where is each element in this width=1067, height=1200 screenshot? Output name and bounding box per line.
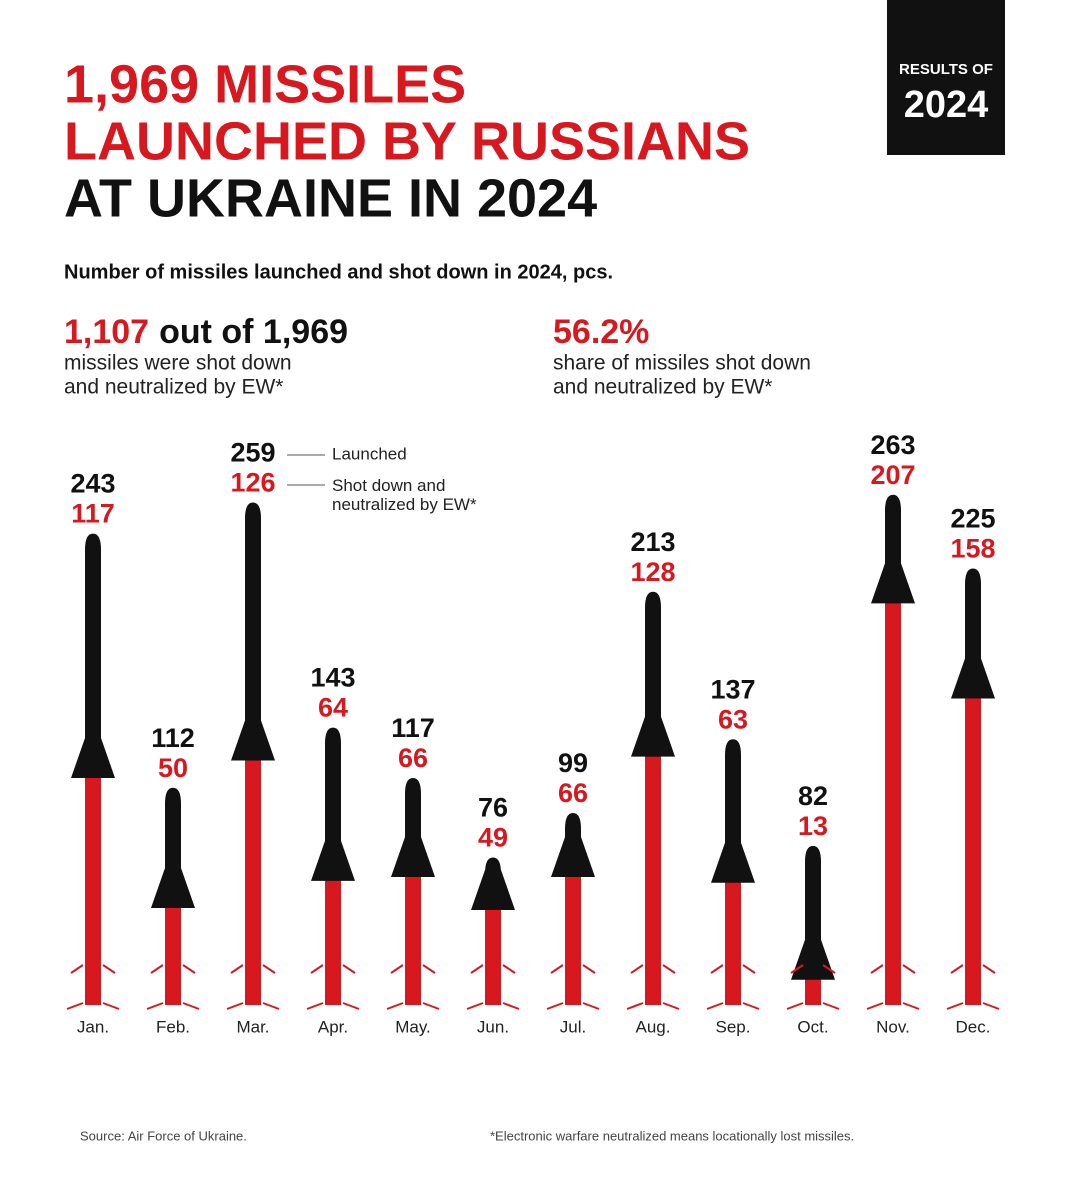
launched-label: 82 <box>798 781 828 811</box>
month-label: Sep. <box>716 1017 751 1036</box>
fin <box>71 738 115 779</box>
shot-down-label: 126 <box>230 468 275 498</box>
shot-down-label: 207 <box>870 460 915 490</box>
fin <box>711 842 755 883</box>
fin <box>471 869 515 910</box>
badge-top: RESULTS OF <box>899 61 993 78</box>
month-label: Feb. <box>156 1017 190 1036</box>
launched-label: 143 <box>310 663 355 693</box>
badge-box <box>887 0 1005 155</box>
tail-fin <box>786 964 840 1010</box>
shot-down-part <box>565 876 581 1005</box>
shot-down-label: 128 <box>630 557 675 587</box>
stat-text: and neutralized by EW* <box>64 376 283 399</box>
month-label: Jul. <box>560 1017 586 1036</box>
shot-down-part <box>165 908 181 1005</box>
month-label: Jun. <box>477 1017 509 1036</box>
launched-label: 112 <box>151 723 195 753</box>
title-line: 1,969 MISSILES <box>64 54 466 114</box>
tail-fin <box>866 964 920 1010</box>
stat-text: share of missiles shot down <box>553 352 811 375</box>
shot-down-label: 50 <box>158 753 188 783</box>
fin <box>311 840 355 881</box>
fin <box>151 868 195 908</box>
stat-highlight: 1,107 <box>64 313 149 351</box>
footnote: *Electronic warfare neutralized means lo… <box>490 1128 854 1143</box>
tail-fin <box>386 964 440 1010</box>
legend-label: Shot down and neutralized by EW* <box>332 476 477 514</box>
launched-label: 99 <box>558 748 588 778</box>
stat-headline: 1,107 out of 1,969 <box>64 313 348 351</box>
launched-label: 76 <box>478 793 508 823</box>
launched-label: 263 <box>870 430 915 460</box>
title-line: AT UKRAINE IN 2024 <box>64 168 597 228</box>
tail-fin <box>306 964 360 1010</box>
fin <box>631 716 675 757</box>
shot-down-part <box>805 979 821 1005</box>
fin <box>231 720 275 761</box>
tail-fin <box>626 964 680 1010</box>
fin <box>951 658 995 699</box>
fin <box>791 939 835 980</box>
shot-down-part <box>965 698 981 1005</box>
launched-label: 225 <box>950 504 995 534</box>
shot-down-label: 158 <box>950 534 995 564</box>
launched-label: 259 <box>230 438 275 468</box>
legend-label: Launched <box>332 444 407 463</box>
launched-label: 213 <box>630 527 675 557</box>
fin <box>871 563 915 604</box>
month-label: Nov. <box>876 1017 910 1036</box>
shot-down-part <box>485 909 501 1005</box>
tail-fin <box>706 964 760 1010</box>
month-label: Apr. <box>318 1017 348 1036</box>
fin <box>391 836 435 877</box>
fin <box>551 836 595 877</box>
tail-fin <box>226 964 280 1010</box>
tail-fin <box>146 964 200 1010</box>
shot-down-part <box>405 876 421 1005</box>
title-line: LAUNCHED BY RUSSIANS <box>64 111 750 171</box>
shot-down-part <box>85 778 101 1005</box>
launched-label: 243 <box>70 469 115 499</box>
tail-fin <box>546 964 600 1010</box>
shot-down-label: 66 <box>398 743 428 773</box>
shot-down-label: 64 <box>318 693 348 723</box>
month-label: Aug. <box>636 1017 671 1036</box>
shot-down-label: 49 <box>478 823 508 853</box>
month-label: Jan. <box>77 1017 109 1036</box>
shot-down-part <box>645 756 661 1005</box>
shot-down-part <box>245 760 261 1005</box>
launched-label: 117 <box>391 713 435 743</box>
source: Source: Air Force of Ukraine. <box>80 1128 247 1143</box>
launched-label: 137 <box>710 674 755 704</box>
tail-fin <box>466 964 520 1010</box>
tail-fin <box>66 964 120 1010</box>
shot-down-part <box>325 880 341 1005</box>
badge-year: 2024 <box>904 84 989 126</box>
stat-highlight: 56.2% <box>553 313 649 351</box>
month-label: May. <box>395 1017 431 1036</box>
shot-down-label: 66 <box>558 778 588 808</box>
month-label: Dec. <box>956 1017 991 1036</box>
stat-text: and neutralized by EW* <box>553 376 772 399</box>
subtitle: Number of missiles launched and shot dow… <box>64 261 613 283</box>
month-label: Mar. <box>236 1017 269 1036</box>
month-label: Oct. <box>797 1017 828 1036</box>
stat-rest: out of 1,969 <box>159 313 348 351</box>
shot-down-part <box>725 882 741 1005</box>
tail-fin <box>946 964 1000 1010</box>
shot-down-part <box>885 603 901 1005</box>
shot-down-label: 63 <box>718 704 748 734</box>
shot-down-label: 13 <box>798 811 828 841</box>
shot-down-label: 117 <box>71 499 115 529</box>
stat-text: missiles were shot down <box>64 352 292 375</box>
